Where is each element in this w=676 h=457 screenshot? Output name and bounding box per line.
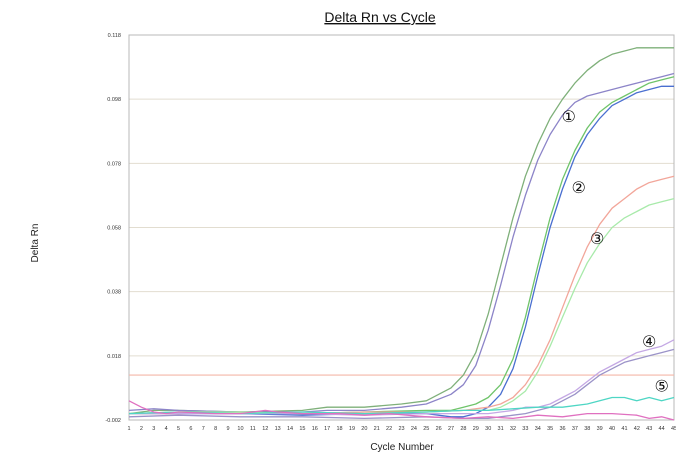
x-tick-16: 16 — [312, 426, 318, 432]
y-tick-5: 0.098 — [107, 97, 121, 103]
y-tick-4: 0.078 — [107, 161, 121, 167]
x-tick-labels: 1 2 3 4 5 6 7 8 9 10 11 12 13 14 15 16 17 18 19 20 21 22 23 24 2… — [127, 426, 676, 432]
x-tick-43: 43 — [646, 426, 652, 432]
x-tick-18: 18 — [337, 426, 343, 432]
chart-title: Delta Rn vs Cycle — [324, 9, 435, 25]
series-layer — [128, 47, 675, 421]
x-tick-11: 11 — [250, 426, 256, 432]
annotation-5: ⑤ — [654, 377, 668, 396]
x-tick-13: 13 — [275, 426, 281, 432]
x-tick-34: 34 — [535, 426, 541, 432]
x-tick-21: 21 — [374, 426, 380, 432]
x-tick-27: 27 — [448, 426, 454, 432]
x-tick-28: 28 — [460, 426, 466, 432]
x-tick-20: 20 — [361, 426, 367, 432]
x-tick-2: 2 — [140, 426, 143, 432]
x-tick-1: 1 — [127, 426, 130, 432]
plot-frame — [128, 34, 675, 421]
series-line-9 — [128, 396, 675, 415]
x-tick-38: 38 — [584, 426, 590, 432]
x-axis-label: Cycle Number — [370, 442, 434, 453]
x-tick-17: 17 — [324, 426, 330, 432]
annotation-2: ② — [571, 178, 585, 197]
x-tick-39: 39 — [597, 426, 603, 432]
y-tick-1: 0.018 — [107, 354, 121, 360]
x-tick-22: 22 — [386, 426, 392, 432]
x-tick-6: 6 — [189, 426, 192, 432]
x-tick-19: 19 — [349, 426, 355, 432]
annotation-3: ③ — [590, 229, 604, 248]
x-tick-8: 8 — [214, 426, 217, 432]
x-tick-44: 44 — [659, 426, 665, 432]
x-tick-5: 5 — [177, 426, 180, 432]
x-tick-9: 9 — [227, 426, 230, 432]
x-tick-36: 36 — [559, 426, 565, 432]
y-tick-2: 0.038 — [107, 290, 121, 296]
series-line-10 — [128, 400, 675, 421]
x-tick-29: 29 — [473, 426, 479, 432]
x-tick-12: 12 — [262, 426, 268, 432]
x-tick-25: 25 — [423, 426, 429, 432]
y-tick-labels: -0.002 0.018 0.038 0.058 0.078 0.098 0.118 — [105, 33, 121, 424]
annotation-layer: ① ② ③ ④ ⑤ — [562, 107, 669, 396]
x-tick-31: 31 — [498, 426, 504, 432]
x-tick-33: 33 — [522, 426, 528, 432]
x-tick-45: 45 — [671, 426, 676, 432]
x-tick-23: 23 — [398, 426, 404, 432]
x-tick-42: 42 — [634, 426, 640, 432]
series-line-2 — [128, 72, 675, 413]
y-tick-6: 0.118 — [108, 33, 121, 39]
y-tick-3: 0.058 — [107, 226, 121, 232]
x-tick-35: 35 — [547, 426, 553, 432]
x-tick-14: 14 — [287, 426, 293, 432]
x-tick-37: 37 — [572, 426, 578, 432]
x-tick-10: 10 — [237, 426, 243, 432]
x-tick-7: 7 — [202, 426, 205, 432]
x-tick-4: 4 — [165, 426, 168, 432]
x-tick-32: 32 — [510, 426, 516, 432]
series-line-4 — [129, 85, 674, 418]
series-line-7 — [128, 348, 675, 420]
x-tick-26: 26 — [436, 426, 442, 432]
x-tick-24: 24 — [411, 426, 417, 432]
y-axis-label: Delta Rn — [30, 224, 41, 263]
x-tick-30: 30 — [485, 426, 491, 432]
grid-lines — [129, 34, 674, 421]
annotation-4: ④ — [642, 332, 656, 351]
annotation-1: ① — [562, 107, 576, 126]
x-tick-41: 41 — [621, 426, 627, 432]
x-tick-3: 3 — [152, 426, 155, 432]
y-tick-0: -0.002 — [105, 418, 121, 424]
x-tick-15: 15 — [299, 426, 305, 432]
series-line-1 — [128, 47, 674, 415]
x-tick-40: 40 — [609, 426, 615, 432]
